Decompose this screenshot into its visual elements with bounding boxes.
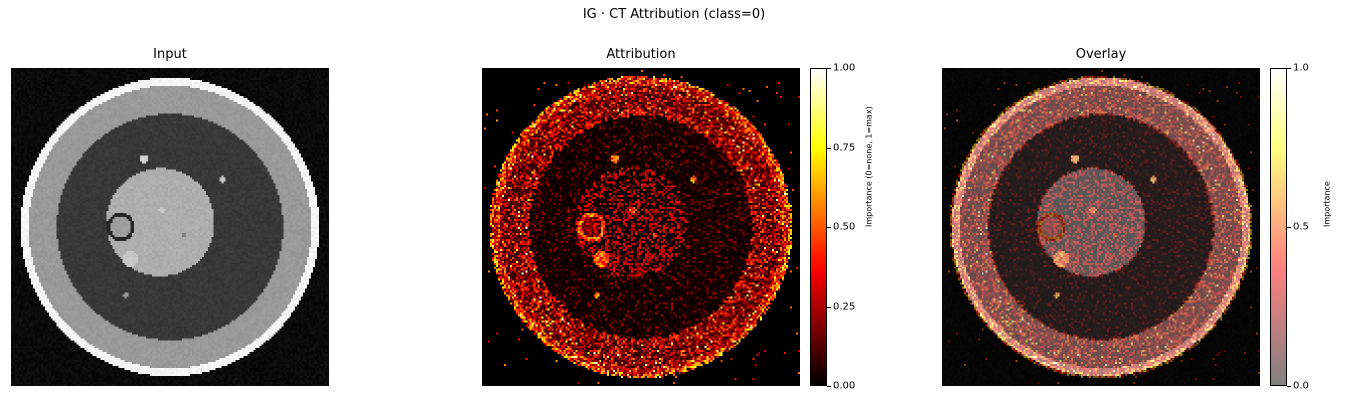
colorbar-tick-mark bbox=[827, 147, 831, 149]
colorbar-tick-mark bbox=[1287, 227, 1291, 228]
colorbar-tick-mark bbox=[827, 68, 831, 69]
colorbar-tick-label: 1.0 bbox=[1293, 62, 1309, 74]
colorbar-tick-mark bbox=[827, 227, 831, 228]
panel-title-overlay: Overlay bbox=[1075, 47, 1127, 62]
colorbar-tick-label: 0.75 bbox=[833, 142, 856, 153]
colorbar-tick-label: 0.00 bbox=[833, 380, 856, 392]
attribution-colorbar bbox=[810, 68, 827, 386]
colorbar-tick-label: 0.50 bbox=[833, 221, 856, 233]
overlay-colorbar bbox=[1270, 68, 1287, 386]
figure-title: IG · CT Attribution (class=0) bbox=[582, 7, 766, 22]
colorbar-tick-mark bbox=[1287, 386, 1291, 387]
colorbar-tick-label: 1.00 bbox=[833, 62, 856, 74]
attribution-heatmap bbox=[482, 68, 800, 386]
panel-title-attribution: Attribution bbox=[606, 47, 676, 62]
colorbar-tick-mark bbox=[827, 306, 831, 308]
input-image bbox=[11, 68, 329, 386]
colorbar-tick-mark bbox=[827, 386, 831, 387]
overlay-image bbox=[942, 68, 1260, 386]
panel-title-input: Input bbox=[153, 47, 187, 62]
colorbar-tick-mark bbox=[1287, 68, 1291, 69]
colorbar-tick-label: 0.25 bbox=[833, 301, 856, 312]
colorbar-tick-label: 0.5 bbox=[1293, 221, 1309, 233]
colorbar-tick-label: 0.0 bbox=[1293, 380, 1309, 392]
